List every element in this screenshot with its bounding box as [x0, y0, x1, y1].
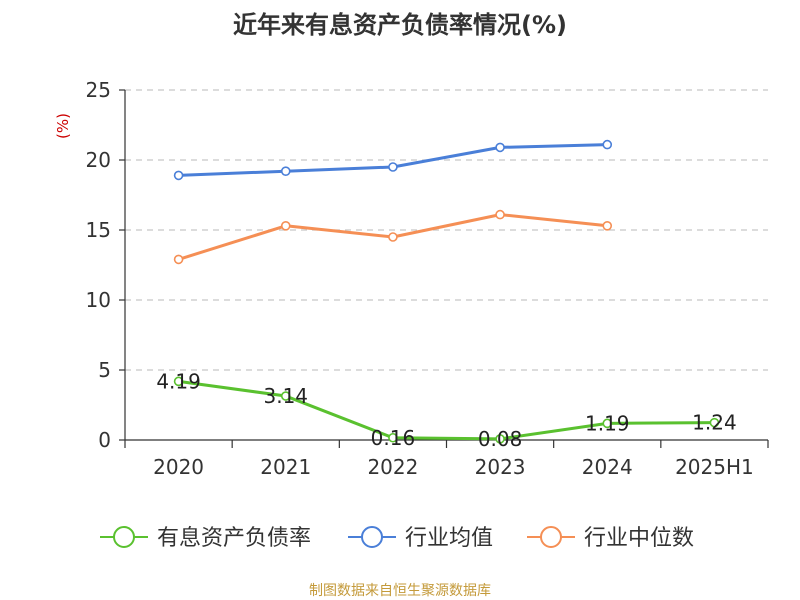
data-point: [388, 432, 398, 443]
data-point: [173, 376, 184, 387]
legend-label: 行业中位数: [584, 526, 694, 551]
data-label: 0.08: [478, 427, 523, 451]
y-axis-label: (%): [54, 113, 72, 139]
x-tick-label: 2025H1: [675, 455, 754, 479]
legend-label: 行业均值: [405, 526, 493, 551]
data-point: [602, 221, 613, 231]
data-point: [388, 162, 398, 172]
legend-label: 有息资产负债率: [157, 526, 311, 551]
y-tick-label: 15: [86, 218, 111, 242]
y-tick-label: 5: [98, 358, 111, 382]
grid-lines: [125, 89, 768, 371]
data-point: [495, 434, 505, 444]
axes: 0 5 10 15 20 25 2020 2021 2022 2023 2024 2025H1: [86, 78, 769, 479]
chart-title: 近年来有息资产负债率情况(%): [233, 11, 567, 39]
x-tick-label: 2022: [367, 455, 418, 479]
x-tick-label: 2024: [582, 455, 633, 479]
data-point: [602, 139, 613, 150]
data-point: [280, 221, 291, 231]
data-label: 3.14: [263, 384, 308, 408]
y-tick-label: 10: [86, 288, 111, 312]
data-point: [602, 418, 613, 429]
legend: 有息资产负债率 行业均值 行业中位数: [100, 526, 694, 551]
x-tick-label: 2023: [475, 455, 526, 479]
data-point: [173, 170, 184, 181]
y-tick-label: 20: [86, 148, 111, 172]
data-label: 4.19: [156, 369, 201, 393]
x-tick-label: 2020: [153, 455, 204, 479]
legend-marker: [113, 526, 135, 548]
x-tick-label: 2021: [260, 455, 311, 479]
data-labels: 4.19 3.14 0.16 0.08 1.19 1.24: [156, 369, 736, 451]
legend-marker: [540, 526, 562, 548]
data-label: 1.24: [692, 411, 737, 435]
data-label: 1.19: [585, 411, 630, 435]
y-tick-label: 0: [98, 428, 111, 452]
data-point: [495, 142, 505, 153]
data-point: [388, 232, 398, 242]
data-point: [495, 209, 505, 220]
data-label: 0.16: [371, 426, 416, 450]
y-tick-label: 25: [86, 78, 111, 102]
series-line: [178, 379, 715, 441]
source-note: 制图数据来自恒生聚源数据库: [309, 583, 491, 599]
data-point: [280, 166, 291, 176]
series-layer: [173, 139, 720, 444]
data-point: [173, 254, 184, 265]
data-point: [280, 391, 291, 401]
legend-marker: [361, 526, 383, 548]
data-point: [709, 417, 720, 428]
